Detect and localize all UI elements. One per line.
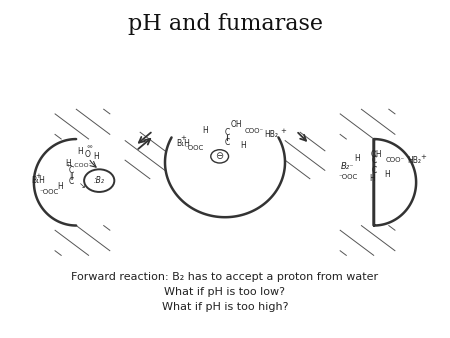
Text: C: C (371, 166, 377, 175)
Text: Forward reaction: B₂ has to accept a proton from water
What if pH is too low?
Wh: Forward reaction: B₂ has to accept a pro… (72, 272, 378, 312)
Text: B₁H: B₁H (32, 176, 45, 185)
Text: ⊖: ⊖ (216, 151, 224, 161)
Text: COO⁻: COO⁻ (386, 157, 405, 163)
Text: H: H (384, 170, 390, 179)
Text: HB₂: HB₂ (265, 129, 279, 139)
Text: ⁻OOC: ⁻OOC (40, 189, 59, 195)
Text: +: + (421, 154, 427, 160)
Text: C: C (371, 156, 377, 165)
Text: H: H (240, 141, 246, 150)
Text: pH and fumarase: pH and fumarase (127, 13, 323, 35)
Text: ← COO⁻: ← COO⁻ (67, 163, 92, 168)
Text: C: C (69, 166, 74, 175)
Text: H: H (202, 126, 208, 135)
Text: OH: OH (230, 120, 242, 129)
Text: H: H (93, 151, 99, 161)
Text: COO⁻: COO⁻ (244, 128, 264, 135)
Text: C: C (69, 177, 74, 186)
Text: +: + (280, 128, 286, 134)
Text: O: O (84, 149, 90, 159)
Text: ↘: ↘ (79, 181, 86, 190)
Text: B₂⁻: B₂⁻ (341, 162, 354, 171)
Text: °°: °° (86, 146, 93, 152)
Text: H: H (65, 159, 71, 168)
Text: +: + (180, 136, 186, 141)
Text: H: H (354, 154, 360, 163)
Text: HB₂: HB₂ (407, 156, 421, 165)
Text: ⁻OOC: ⁻OOC (184, 145, 203, 151)
Text: C: C (225, 128, 230, 137)
Text: H: H (58, 182, 63, 191)
Text: :B₂: :B₂ (94, 176, 105, 185)
Text: B₁H: B₁H (176, 139, 190, 148)
Text: OH: OH (370, 149, 382, 159)
Text: H: H (369, 174, 374, 184)
Text: ||: || (69, 173, 74, 180)
Text: +: + (36, 173, 41, 179)
Text: ⁻OOC: ⁻OOC (338, 174, 358, 180)
Text: H: H (78, 147, 83, 156)
Text: C: C (225, 138, 230, 147)
